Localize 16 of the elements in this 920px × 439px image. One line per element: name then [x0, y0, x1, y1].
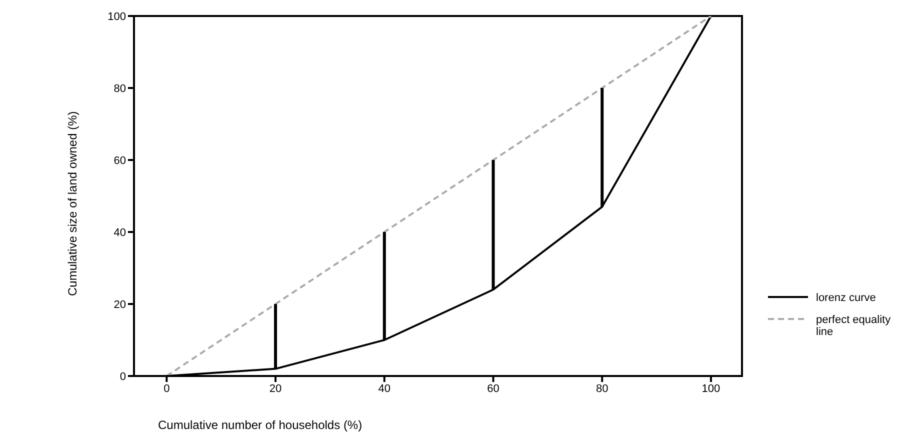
y-tick-label: 80 — [114, 82, 126, 95]
y-tick-label: 0 — [120, 370, 126, 383]
y-axis-title: Cumulative size of land owned (%) — [65, 111, 80, 296]
x-tick-label: 40 — [378, 382, 391, 395]
x-tick-label: 80 — [596, 382, 608, 395]
y-tick-label: 20 — [114, 298, 126, 311]
legend-label: perfect equality line — [816, 314, 892, 338]
x-tick-label: 0 — [164, 382, 170, 395]
y-tick-label: 40 — [114, 226, 126, 239]
legend-label: lorenz curve — [816, 292, 877, 304]
y-tick-label: 60 — [114, 154, 126, 167]
x-tick-label: 60 — [487, 382, 500, 395]
x-axis-title: Cumulative number of households (%) — [158, 418, 362, 432]
y-tick-label: 100 — [108, 10, 126, 23]
x-tick-label: 100 — [702, 382, 720, 395]
x-tick-label: 20 — [269, 382, 282, 395]
